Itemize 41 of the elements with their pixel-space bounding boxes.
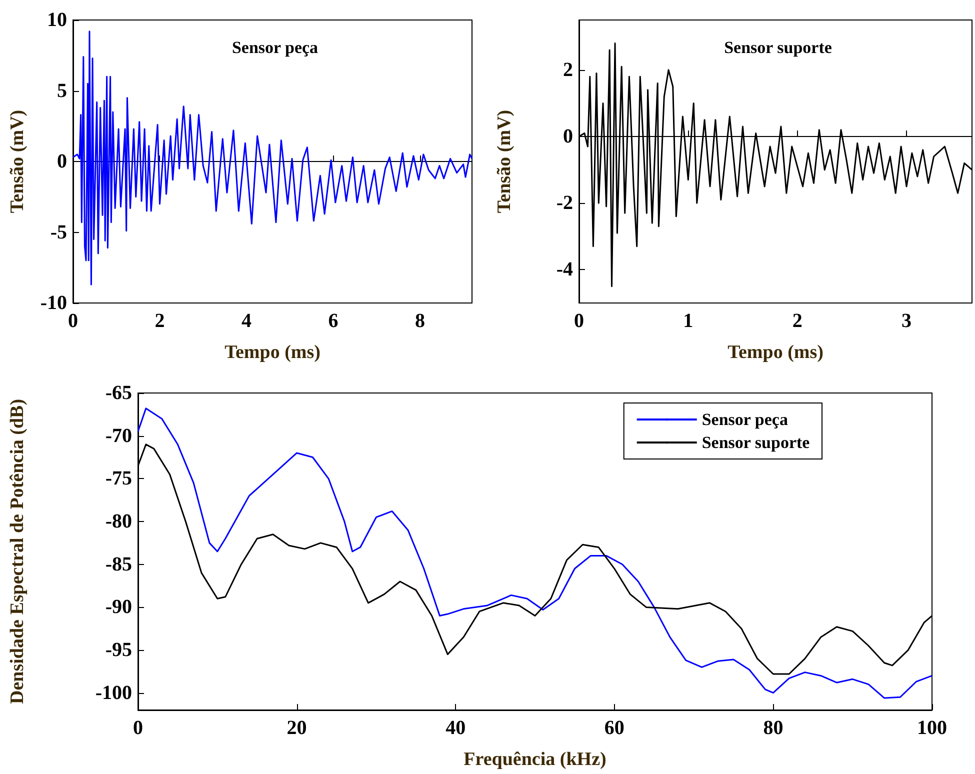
y-tick-label: -2 xyxy=(556,192,573,214)
x-tick-label: 6 xyxy=(328,310,338,332)
y-tick-label: -10 xyxy=(40,292,67,314)
y-tick-label: -80 xyxy=(105,510,132,533)
y-tick-label: 10 xyxy=(47,9,67,31)
x-tick-label: 20 xyxy=(286,717,307,739)
y-axis-title: Tensão (mV) xyxy=(7,110,28,214)
x-axis-title: Frequência (kHz) xyxy=(464,749,606,770)
y-tick-label: -4 xyxy=(556,258,573,281)
line-series xyxy=(137,408,933,699)
y-tick-label: -85 xyxy=(105,553,132,576)
line-series xyxy=(72,30,473,286)
y-tick-label: -95 xyxy=(105,639,132,662)
y-tick-label: -5 xyxy=(50,221,67,244)
x-tick-label: 60 xyxy=(604,717,624,739)
x-axis-title: Tempo (ms) xyxy=(224,342,320,363)
y-tick-label: 0 xyxy=(57,150,67,172)
y-tick-label: 2 xyxy=(563,58,573,81)
y-tick-label: 5 xyxy=(57,80,67,102)
x-tick-label: 40 xyxy=(446,717,466,739)
x-tick-label: 3 xyxy=(902,310,912,332)
x-tick-label: 2 xyxy=(792,310,802,332)
x-tick-label: 2 xyxy=(154,310,165,332)
legend-label: Sensor suporte xyxy=(702,433,810,452)
y-tick-label: -100 xyxy=(95,682,132,704)
y-axis-title: Densidade Espectral de Potência (dB) xyxy=(7,398,28,704)
x-tick-label: 100 xyxy=(917,717,947,739)
y-tick-label: -65 xyxy=(105,382,132,404)
x-tick-label: 8 xyxy=(414,310,425,332)
x-axis-title: Tempo (ms) xyxy=(728,342,824,363)
x-tick-label: 1 xyxy=(683,310,694,332)
text: Sensor peça xyxy=(232,38,319,57)
x-tick-label: 4 xyxy=(241,310,252,332)
x-tick-label: 80 xyxy=(763,717,784,739)
y-axis-title: Tensão (mV) xyxy=(494,110,515,214)
y-tick-label: -70 xyxy=(105,424,132,447)
y-tick-label: -75 xyxy=(105,468,132,490)
legend-label: Sensor peça xyxy=(702,410,788,429)
text: Sensor suporte xyxy=(724,38,832,57)
y-tick-label: 0 xyxy=(563,126,573,148)
y-tick-label: -90 xyxy=(105,596,132,618)
